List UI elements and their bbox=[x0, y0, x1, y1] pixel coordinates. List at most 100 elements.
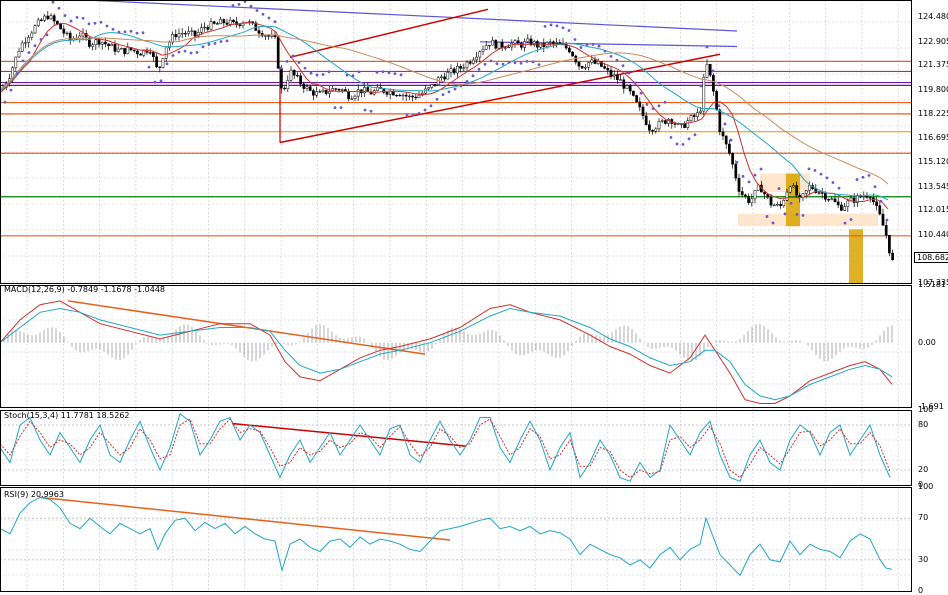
candle bbox=[808, 185, 811, 191]
sar-dot bbox=[681, 143, 685, 146]
candle bbox=[875, 201, 878, 206]
candle bbox=[328, 91, 331, 94]
candle bbox=[318, 91, 322, 93]
sar-dot bbox=[39, 38, 43, 41]
candle bbox=[388, 90, 392, 95]
candle bbox=[593, 59, 597, 64]
candle bbox=[772, 204, 776, 207]
candle bbox=[840, 204, 843, 211]
candle bbox=[401, 94, 405, 97]
sar-dot bbox=[675, 142, 679, 146]
sar-dot bbox=[747, 180, 751, 184]
sar-dot bbox=[165, 62, 169, 66]
candle bbox=[49, 15, 53, 20]
candle bbox=[20, 42, 24, 52]
candle bbox=[830, 198, 834, 200]
candle bbox=[340, 89, 344, 91]
sar-dot bbox=[321, 73, 325, 76]
sar-dot bbox=[777, 187, 781, 190]
sar-dot bbox=[87, 22, 91, 26]
candle bbox=[552, 41, 555, 44]
trend-line bbox=[39, 496, 451, 541]
sar-dot bbox=[279, 66, 283, 70]
candle bbox=[616, 74, 619, 81]
sar-dot bbox=[699, 84, 703, 88]
rsi-tick-label: 0 bbox=[918, 586, 924, 595]
candle bbox=[308, 86, 312, 91]
candle bbox=[612, 74, 616, 77]
sar-dot bbox=[315, 73, 319, 77]
candle bbox=[776, 204, 779, 206]
candle bbox=[145, 49, 149, 53]
candle bbox=[590, 59, 594, 63]
sar-dot bbox=[453, 87, 457, 91]
candle bbox=[356, 89, 360, 97]
candle bbox=[232, 19, 235, 22]
candle bbox=[891, 252, 894, 261]
sar-dot bbox=[885, 218, 889, 222]
rsi-tick-label: 70 bbox=[918, 513, 929, 523]
candle bbox=[257, 30, 261, 34]
candle bbox=[654, 128, 658, 132]
candle bbox=[571, 51, 574, 57]
sar-dot bbox=[339, 106, 343, 110]
candle bbox=[715, 90, 718, 111]
series-line bbox=[0, 307, 893, 401]
candle bbox=[324, 89, 328, 94]
series-line bbox=[0, 496, 893, 577]
candle bbox=[43, 15, 46, 21]
candle bbox=[196, 31, 200, 37]
price-tick-label: 115.120 bbox=[918, 157, 948, 167]
candle bbox=[584, 67, 587, 69]
sar-dot bbox=[153, 80, 157, 84]
sar-dot bbox=[693, 133, 697, 137]
candle bbox=[884, 225, 888, 236]
sar-dot bbox=[879, 199, 883, 203]
candle bbox=[494, 39, 498, 49]
grid bbox=[0, 0, 912, 591]
sar-dot bbox=[573, 38, 577, 41]
candle bbox=[564, 43, 568, 49]
candle bbox=[235, 21, 238, 25]
sar-dot bbox=[249, 4, 253, 8]
sar-dot bbox=[549, 23, 553, 27]
candle bbox=[833, 198, 837, 203]
candle bbox=[276, 36, 280, 69]
sar-dot bbox=[417, 112, 421, 115]
candle bbox=[433, 84, 437, 86]
sar-dot bbox=[159, 79, 163, 83]
sar-dot bbox=[405, 113, 409, 117]
sar-dot bbox=[651, 107, 655, 111]
candle bbox=[142, 49, 146, 56]
sar-dot bbox=[363, 108, 367, 112]
candle bbox=[600, 61, 603, 67]
candle bbox=[632, 90, 635, 96]
sar-dot bbox=[795, 213, 799, 216]
candle bbox=[33, 25, 37, 34]
price-tick-label: 107.335 bbox=[918, 278, 948, 287]
sar-dot bbox=[591, 42, 595, 46]
candle bbox=[888, 234, 891, 254]
sar-dot bbox=[537, 63, 541, 67]
candle bbox=[40, 19, 43, 21]
sar-dot bbox=[765, 215, 769, 218]
stoch-tick-label: 100 bbox=[918, 405, 934, 414]
sar-dot bbox=[171, 54, 175, 57]
sar-dot bbox=[555, 24, 559, 28]
candle bbox=[532, 41, 536, 46]
candle bbox=[699, 110, 702, 113]
candle bbox=[315, 91, 318, 96]
sar-dot bbox=[771, 221, 775, 225]
candle bbox=[238, 24, 242, 27]
rsi-tick-label: 100 bbox=[918, 482, 934, 491]
trend-line bbox=[479, 41, 738, 48]
sar-dot bbox=[639, 91, 643, 95]
candle bbox=[648, 124, 651, 131]
candle bbox=[644, 115, 648, 125]
candle bbox=[440, 76, 443, 78]
candle bbox=[804, 190, 808, 194]
candle bbox=[673, 123, 677, 125]
candle bbox=[516, 40, 520, 44]
sar-dot bbox=[447, 90, 451, 94]
candle bbox=[472, 59, 475, 64]
